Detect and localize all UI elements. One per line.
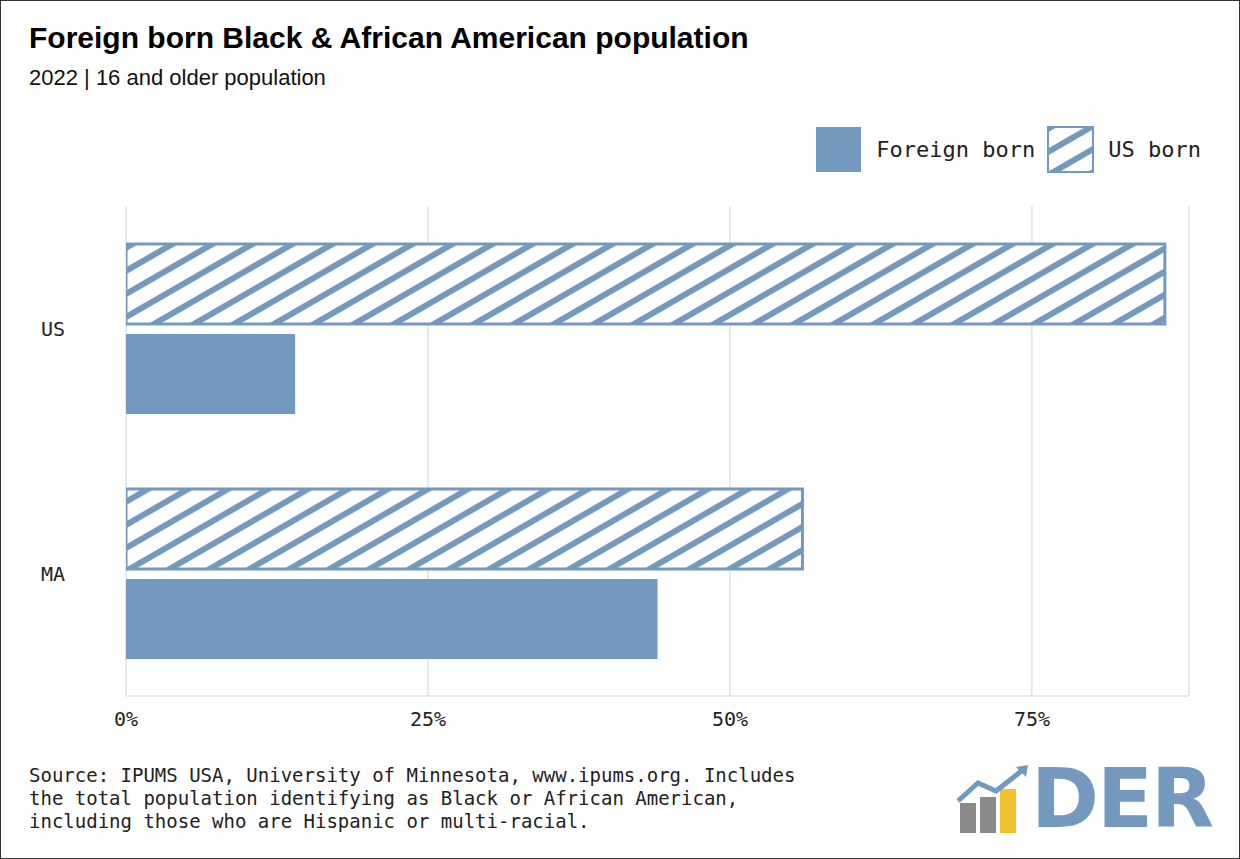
html-text:US born: US born [1108, 137, 1201, 162]
html-text:including those who are Hispan: including those who are Hispanic or mult… [29, 810, 590, 832]
svg-text:MA: MA [41, 562, 65, 586]
html-text:Foreign born Black & African A: Foreign born Black & African American po… [29, 21, 749, 54]
html-text:Source: IPUMS USA, University: Source: IPUMS USA, University of Minneso… [29, 764, 796, 786]
html-text:DER: DER [1031, 751, 1213, 846]
svg-text:US: US [41, 317, 65, 341]
svg-text:50%: 50% [712, 707, 748, 731]
html-text:the total population identifyi: the total population identifying as Blac… [29, 787, 739, 809]
svg-text:0%: 0% [114, 707, 138, 731]
html-text:2022 | 16 and older population: 2022 | 16 and older population [29, 65, 326, 90]
svg-text:25%: 25% [410, 707, 446, 731]
svg-text:75%: 75% [1014, 707, 1050, 731]
html-text:Foreign born: Foreign born [876, 137, 1036, 162]
